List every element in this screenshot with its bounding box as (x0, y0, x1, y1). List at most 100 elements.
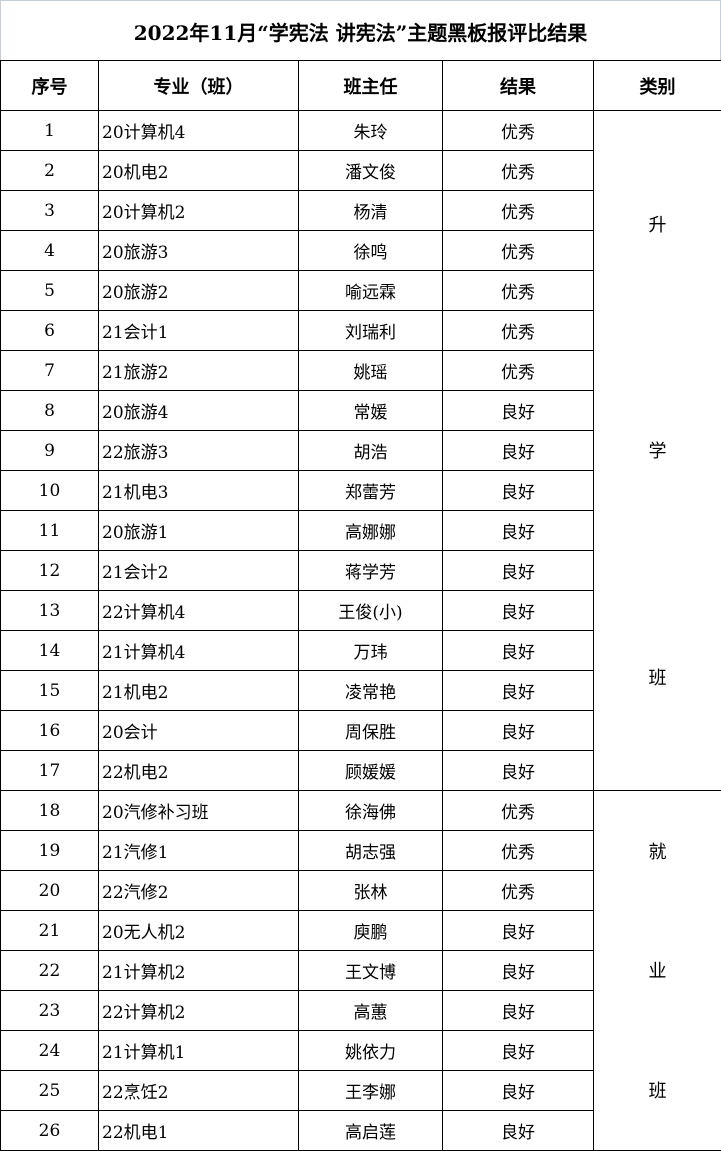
cell-teacher: 周保胜 (298, 710, 443, 751)
table-row: 10 21机电3 郑蕾芳 良好 (0, 470, 721, 511)
category-char: 班 (648, 667, 667, 689)
cell-index: 25 (0, 1070, 99, 1111)
cell-major: 20旅游2 (98, 270, 299, 311)
cell-teacher: 徐海佛 (298, 790, 443, 831)
cell-result: 良好 (442, 390, 594, 431)
cell-major: 20无人机2 (98, 910, 299, 951)
cell-index: 5 (0, 270, 99, 311)
cell-result: 良好 (442, 1030, 594, 1071)
header-category: 类别 (593, 60, 721, 111)
cell-major: 20旅游4 (98, 390, 299, 431)
cell-index: 3 (0, 190, 99, 231)
cell-result: 优秀 (442, 350, 594, 391)
cell-result: 良好 (442, 910, 594, 951)
cell-teacher: 刘瑞利 (298, 310, 443, 351)
cell-teacher: 王李娜 (298, 1070, 443, 1111)
cell-teacher: 高启莲 (298, 1110, 443, 1151)
table-row: 23 22计算机2 高蕙 良好 (0, 990, 721, 1031)
cell-major: 20机电2 (98, 150, 299, 191)
cell-index: 10 (0, 470, 99, 511)
cell-major: 22烹饪2 (98, 1070, 299, 1111)
cell-major: 21计算机4 (98, 630, 299, 671)
cell-result: 优秀 (442, 110, 594, 151)
cell-result: 良好 (442, 470, 594, 511)
cell-teacher: 郑蕾芳 (298, 470, 443, 511)
cell-major: 20旅游1 (98, 510, 299, 551)
page-title: 2022年11月“学宪法 讲宪法”主题黑板报评比结果 (0, 0, 721, 61)
results-table: 序号 专业（班） 班主任 结果 类别 1 20计算机4 朱玲 优秀升学班 2 20机电2 潘… (0, 60, 721, 1151)
table-row: 12 21会计2 蒋学芳 良好 (0, 550, 721, 591)
cell-teacher: 张林 (298, 870, 443, 911)
cell-major: 21会计2 (98, 550, 299, 591)
table-row: 26 22机电1 高启莲 良好 (0, 1110, 721, 1151)
cell-result: 良好 (442, 950, 594, 991)
cell-major: 21会计1 (98, 310, 299, 351)
cell-teacher: 高娜娜 (298, 510, 443, 551)
cell-result: 优秀 (442, 790, 594, 831)
cell-major: 20计算机2 (98, 190, 299, 231)
table-row: 18 20汽修补习班 徐海佛 优秀就业班 (0, 790, 721, 1151)
cell-result: 良好 (442, 590, 594, 631)
header-row: 序号 专业（班） 班主任 结果 类别 (0, 60, 721, 111)
table-row: 13 22计算机4 王俊(小) 良好 (0, 590, 721, 631)
cell-result: 良好 (442, 550, 594, 591)
cell-major: 22计算机2 (98, 990, 299, 1031)
cell-index: 26 (0, 1110, 99, 1151)
cell-index: 2 (0, 150, 99, 191)
cell-teacher: 潘文俊 (298, 150, 443, 191)
cell-index: 20 (0, 870, 99, 911)
cell-teacher: 姚瑶 (298, 350, 443, 391)
cell-major: 20汽修补习班 (98, 790, 299, 831)
cell-teacher: 凌常艳 (298, 670, 443, 711)
cell-teacher: 姚依力 (298, 1030, 443, 1071)
header-result: 结果 (442, 60, 594, 111)
cell-result: 优秀 (442, 230, 594, 271)
table-row: 5 20旅游2 喻远霖 优秀 (0, 270, 721, 311)
cell-index: 21 (0, 910, 99, 951)
table-row: 1 20计算机4 朱玲 优秀升学班 (0, 110, 721, 791)
cell-major: 21旅游2 (98, 350, 299, 391)
cell-teacher: 喻远霖 (298, 270, 443, 311)
cell-teacher: 胡浩 (298, 430, 443, 471)
cell-teacher: 万玮 (298, 630, 443, 671)
cell-result: 良好 (442, 1070, 594, 1111)
cell-index: 15 (0, 670, 99, 711)
cell-index: 17 (0, 750, 99, 791)
cell-category: 升学班 (593, 110, 721, 791)
cell-result: 良好 (442, 430, 594, 471)
cell-index: 23 (0, 990, 99, 1031)
cell-teacher: 王俊(小) (298, 590, 443, 631)
cell-result: 良好 (442, 1110, 594, 1151)
cell-major: 21计算机2 (98, 950, 299, 991)
table-row: 20 22汽修2 张林 优秀 (0, 870, 721, 911)
cell-teacher: 徐鸣 (298, 230, 443, 271)
cell-major: 22汽修2 (98, 870, 299, 911)
cell-result: 良好 (442, 670, 594, 711)
cell-result: 良好 (442, 750, 594, 791)
category-char: 业 (648, 961, 667, 983)
cell-teacher: 杨清 (298, 190, 443, 231)
cell-major: 21汽修1 (98, 830, 299, 871)
table-row: 17 22机电2 顾媛媛 良好 (0, 750, 721, 791)
header-major: 专业（班） (98, 60, 299, 111)
category-char: 班 (648, 1081, 667, 1103)
cell-teacher: 蒋学芳 (298, 550, 443, 591)
cell-index: 4 (0, 230, 99, 271)
cell-index: 18 (0, 790, 99, 831)
cell-major: 22机电2 (98, 750, 299, 791)
table-row: 8 20旅游4 常媛 良好 (0, 390, 721, 431)
cell-index: 1 (0, 110, 99, 151)
cell-result: 优秀 (442, 870, 594, 911)
cell-result: 优秀 (442, 150, 594, 191)
cell-result: 良好 (442, 510, 594, 551)
cell-index: 7 (0, 350, 99, 391)
cell-index: 19 (0, 830, 99, 871)
table-row: 15 21机电2 凌常艳 良好 (0, 670, 721, 711)
cell-result: 优秀 (442, 190, 594, 231)
cell-index: 22 (0, 950, 99, 991)
cell-major: 20会计 (98, 710, 299, 751)
table-row: 21 20无人机2 庾鹏 良好 (0, 910, 721, 951)
cell-teacher: 顾媛媛 (298, 750, 443, 791)
cell-result: 优秀 (442, 270, 594, 311)
cell-major: 20旅游3 (98, 230, 299, 271)
